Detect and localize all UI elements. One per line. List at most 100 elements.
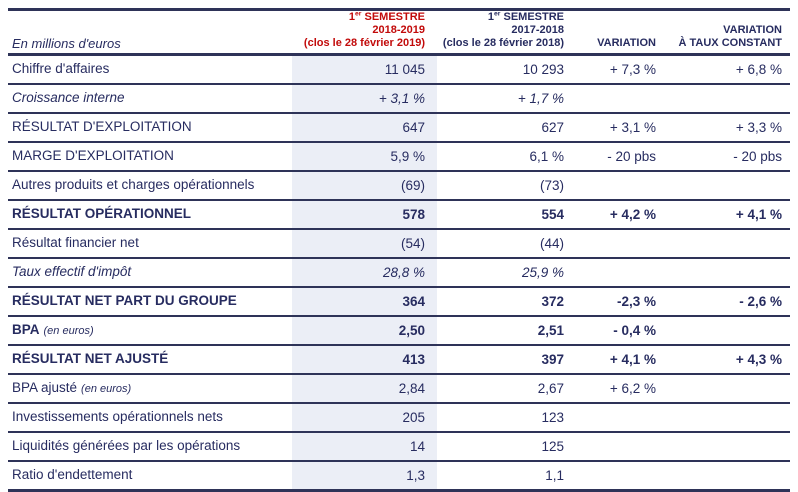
value-s1-2019: 364 [292,287,437,316]
row-label: Ratio d'endettement [12,467,133,482]
value-s1-2019: (69) [292,171,437,200]
value-variation: + 3,1 % [609,119,656,135]
row-label: RÉSULTAT D'EXPLOITATION [12,119,192,134]
column-header-variation: VARIATION [597,37,656,49]
table-header-row: En millions d'euros 1er SEMESTRE 2018-20… [8,10,790,55]
value-variation-constant: + 4,3 % [735,351,782,367]
value-s1-2019: 413 [292,345,437,374]
row-label: RÉSULTAT NET AJUSTÉ [12,351,169,366]
column-header-unit: En millions d'euros [8,10,292,55]
row-bpa: BPA (en euros) 2,50 2,51 - 0,4 % [8,316,790,345]
row-resultat-financier-net: Résultat financier net (54) (44) [8,229,790,258]
row-label: Résultat financier net [12,235,139,250]
row-label: MARGE D'EXPLOITATION [12,148,174,163]
value-variation-constant: + 3,3 % [735,119,782,135]
value-s1-2018: 397 [541,351,564,367]
header-line-semester-2019: 1er SEMESTRE [348,10,425,23]
value-variation [581,229,661,258]
value-variation-constant: - 2,6 % [739,293,782,309]
header-line-semester-2018: 1er SEMESTRE [487,10,564,23]
row-label: Autres produits et charges opérationnels [12,177,255,192]
value-s1-2018: 123 [541,409,564,425]
value-variation-constant: + 4,1 % [735,206,782,222]
row-resultat-net-ajuste: RÉSULTAT NET AJUSTÉ 413 397 + 4,1 % + 4,… [8,345,790,374]
row-label: BPA (en euros) [12,322,94,337]
row-bpa-ajuste: BPA ajusté (en euros) 2,84 2,67 + 6,2 % [8,374,790,403]
header-line-close-2018: (clos le 28 février 2018) [442,37,564,49]
value-s1-2019: 2,50 [292,316,437,345]
value-variation [581,258,661,287]
value-variation: - 20 pbs [607,148,656,164]
financial-results-table-container: En millions d'euros 1er SEMESTRE 2018-20… [8,8,790,492]
row-ratio-endettement: Ratio d'endettement 1,3 1,1 [8,461,790,491]
value-variation-constant [661,171,790,200]
value-variation: - 0,4 % [613,322,656,338]
value-variation-constant [661,258,790,287]
value-s1-2019: 1,3 [292,461,437,491]
value-s1-2018: 1,1 [545,467,564,483]
value-s1-2019: 11 045 [292,54,437,84]
value-s1-2018: (73) [539,177,564,193]
value-s1-2019: 578 [292,200,437,229]
row-croissance-interne: Croissance interne + 3,1 % + 1,7 % [8,84,790,113]
column-header-s1-2017-2018: 1er SEMESTRE 2017-2018 (clos le 28 févri… [437,10,581,55]
value-variation: + 6,2 % [609,380,656,396]
row-label: Liquidités générées par les opérations [12,438,241,453]
column-header-s1-2018-2019: 1er SEMESTRE 2018-2019 (clos le 28 févri… [292,10,437,55]
row-label: Croissance interne [12,90,125,105]
row-marge-exploitation: MARGE D'EXPLOITATION 5,9 % 6,1 % - 20 pb… [8,142,790,171]
row-label: RÉSULTAT OPÉRATIONNEL [12,206,191,221]
value-variation [581,84,661,113]
value-s1-2019: 205 [292,403,437,432]
row-resultat-net-part-groupe: RÉSULTAT NET PART DU GROUPE 364 372 -2,3… [8,287,790,316]
value-s1-2018: 2,67 [537,380,564,396]
row-label: Taux effectif d'impôt [12,264,132,279]
value-variation [581,403,661,432]
value-variation: + 7,3 % [609,61,656,77]
value-variation-constant [661,229,790,258]
value-s1-2018: 554 [541,206,564,222]
value-s1-2018: 10 293 [522,61,564,77]
value-variation-constant [661,316,790,345]
row-label: RÉSULTAT NET PART DU GROUPE [12,293,237,308]
row-taux-effectif-impot: Taux effectif d'impôt 28,8 % 25,9 % [8,258,790,287]
value-s1-2019: 2,84 [292,374,437,403]
results-table: En millions d'euros 1er SEMESTRE 2018-20… [8,8,790,492]
value-s1-2018: 6,1 % [529,148,564,164]
value-s1-2019: + 3,1 % [292,84,437,113]
value-variation: + 4,1 % [609,351,656,367]
value-s1-2019: 647 [292,113,437,142]
row-autres-produits-charges: Autres produits et charges opérationnels… [8,171,790,200]
row-label: BPA ajusté (en euros) [12,380,132,395]
value-variation-constant [661,461,790,491]
column-header-variation-constant: VARIATION À TAUX CONSTANT [678,24,782,49]
value-s1-2019: 14 [292,432,437,461]
value-s1-2018: (44) [539,235,564,251]
value-variation-constant [661,403,790,432]
value-s1-2019: 28,8 % [292,258,437,287]
row-resultat-exploitation: RÉSULTAT D'EXPLOITATION 647 627 + 3,1 % … [8,113,790,142]
value-s1-2018: 627 [541,119,564,135]
value-variation-constant [661,84,790,113]
value-s1-2018: 25,9 % [521,264,564,280]
row-label: Investissements opérationnels nets [12,409,223,424]
value-variation-constant [661,432,790,461]
row-label: Chiffre d'affaires [12,61,110,76]
value-variation: -2,3 % [616,293,656,309]
value-s1-2019: 5,9 % [292,142,437,171]
value-variation [581,461,661,491]
header-line-close-2019: (clos le 28 février 2019) [303,37,425,49]
header-line-years-2019: 2018-2019 [372,24,425,36]
value-variation [581,171,661,200]
header-line-years-2018: 2017-2018 [511,24,564,36]
value-s1-2018: 372 [541,293,564,309]
row-investissements-operationnels: Investissements opérationnels nets 205 1… [8,403,790,432]
value-variation: + 4,2 % [609,206,656,222]
row-chiffre-daffaires: Chiffre d'affaires 11 045 10 293 + 7,3 %… [8,54,790,84]
value-variation-constant: - 20 pbs [733,148,782,164]
value-s1-2018: + 1,7 % [517,90,564,106]
value-s1-2018: 125 [541,438,564,454]
value-variation-constant [661,374,790,403]
row-liquidites-generees: Liquidités générées par les opérations 1… [8,432,790,461]
row-resultat-operationnel: RÉSULTAT OPÉRATIONNEL 578 554 + 4,2 % + … [8,200,790,229]
